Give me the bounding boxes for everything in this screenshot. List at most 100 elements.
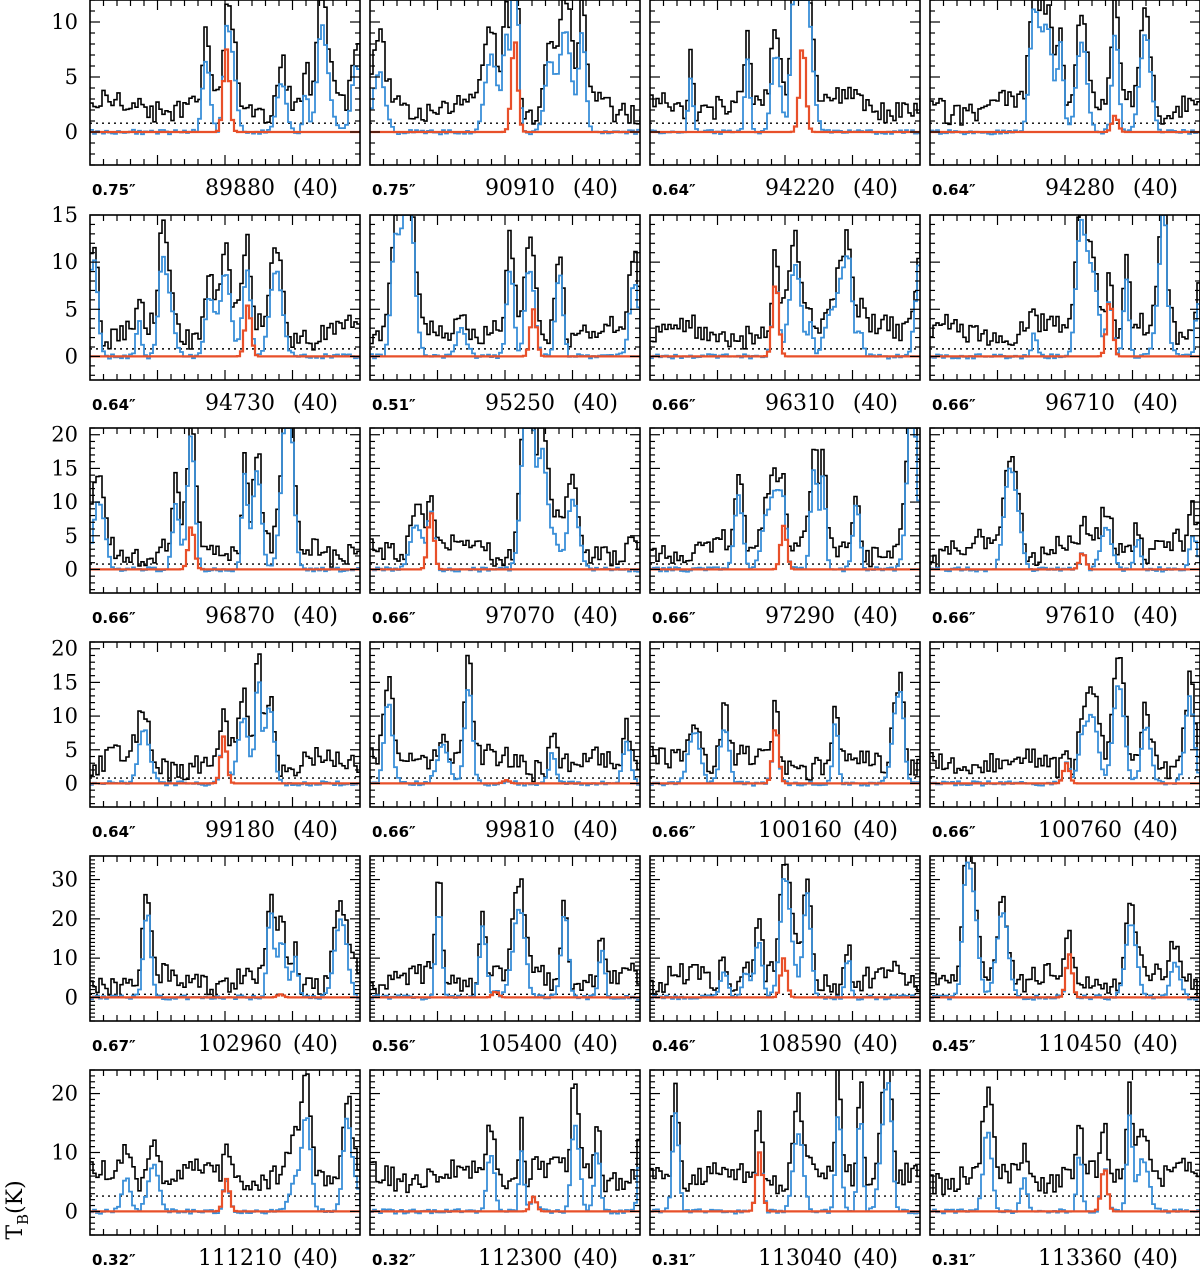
panel-traces bbox=[650, 229, 920, 360]
observed-spectrum-trace bbox=[370, 428, 640, 567]
species-model-trace bbox=[650, 49, 920, 134]
panels-layer: 0 5 10 0.75″ 89880 (40) 0.75″ 90910 (40) 0.64″ 942… bbox=[51, 0, 1200, 1271]
species-model-trace bbox=[90, 1177, 360, 1213]
observed-spectrum-trace bbox=[370, 1083, 640, 1194]
observed-spectrum-trace bbox=[930, 215, 1200, 346]
panel-traces bbox=[90, 219, 360, 360]
y-tick-label: 30 bbox=[51, 868, 78, 892]
panel-traces bbox=[650, 863, 920, 1001]
beam-resolution-label: 0.64″ bbox=[932, 181, 976, 199]
panel-traces bbox=[370, 878, 640, 1001]
beam-resolution-label: 0.32″ bbox=[92, 1251, 136, 1269]
beam-resolution-label: 0.66″ bbox=[932, 396, 976, 414]
beam-resolution-label: 0.31″ bbox=[932, 1251, 976, 1269]
species-model-trace bbox=[370, 990, 640, 999]
panel-traces bbox=[650, 671, 920, 787]
panel-traces bbox=[370, 1083, 640, 1215]
transition-index-label: (40) bbox=[293, 1032, 338, 1057]
y-tick-label: 15 bbox=[51, 456, 78, 480]
species-model-trace bbox=[90, 304, 360, 358]
spectrum-panel: 0.46″ 108590 (40) bbox=[649, 855, 921, 1057]
panel-traces bbox=[650, 0, 920, 135]
transition-index-label: (40) bbox=[1133, 818, 1178, 843]
full-model-trace bbox=[370, 689, 640, 787]
species-model-trace bbox=[930, 552, 1200, 571]
observed-spectrum-trace bbox=[90, 428, 360, 568]
y-tick-label: 0 bbox=[65, 557, 78, 581]
frequency-label: 99180 bbox=[205, 818, 275, 843]
beam-resolution-label: 0.46″ bbox=[652, 1037, 696, 1055]
full-model-trace bbox=[650, 878, 920, 1001]
panel-traces bbox=[930, 1081, 1200, 1215]
species-model-trace bbox=[370, 41, 640, 134]
observed-spectrum-trace bbox=[650, 0, 920, 124]
frequency-label: 97070 bbox=[485, 604, 555, 629]
frequency-label: 95250 bbox=[485, 391, 555, 416]
species-model-trace bbox=[370, 1195, 640, 1213]
species-model-trace bbox=[90, 48, 360, 134]
panel-traces bbox=[650, 1070, 920, 1215]
panel-traces bbox=[930, 456, 1200, 573]
spectrum-panel: 0.66″ 97610 (40) bbox=[929, 427, 1200, 629]
panel-traces bbox=[370, 215, 640, 360]
species-model-trace bbox=[930, 1169, 1200, 1213]
panel-frame bbox=[89, 855, 361, 1022]
panel-traces bbox=[90, 653, 360, 787]
frequency-label: 100760 bbox=[1038, 818, 1122, 843]
spectrum-panel: 0.66″ 100160 (40) bbox=[649, 641, 921, 843]
beam-resolution-label: 0.75″ bbox=[372, 181, 416, 199]
frequency-label: 96710 bbox=[1045, 391, 1115, 416]
frequency-label: 102960 bbox=[198, 1032, 282, 1057]
panel-traces bbox=[370, 0, 640, 136]
frequency-label: 96310 bbox=[765, 391, 835, 416]
panel-traces bbox=[930, 0, 1200, 136]
spectrum-panel: 0 5 10 15 20 0.66″ 96870 (40) bbox=[51, 423, 361, 629]
full-model-trace bbox=[90, 912, 360, 1001]
spectrum-panel: 0.32″ 112300 (40) bbox=[369, 1069, 641, 1271]
transition-index-label: (40) bbox=[573, 391, 618, 416]
full-model-trace bbox=[90, 1117, 360, 1215]
full-model-trace bbox=[370, 1124, 640, 1215]
frequency-label: 113040 bbox=[758, 1246, 842, 1271]
frequency-label: 99810 bbox=[485, 818, 555, 843]
observed-spectrum-trace bbox=[930, 456, 1200, 569]
full-model-trace bbox=[930, 1114, 1200, 1215]
species-model-trace bbox=[650, 1151, 920, 1213]
panel-traces bbox=[90, 893, 360, 1001]
observed-spectrum-trace bbox=[90, 219, 360, 351]
species-model-trace bbox=[90, 735, 360, 785]
beam-resolution-label: 0.66″ bbox=[932, 823, 976, 841]
y-tick-label: 20 bbox=[51, 423, 78, 447]
full-model-trace bbox=[90, 428, 360, 573]
spectrum-panel: 0.66″ 99810 (40) bbox=[369, 641, 641, 843]
frequency-label: 89880 bbox=[205, 176, 275, 201]
species-model-trace bbox=[930, 953, 1200, 999]
observed-spectrum-trace bbox=[930, 1081, 1200, 1196]
panel-traces bbox=[930, 856, 1200, 1001]
y-tick-label: 20 bbox=[51, 1082, 78, 1106]
y-tick-label: 10 bbox=[51, 250, 78, 274]
y-tick-label: 5 bbox=[65, 738, 78, 762]
beam-resolution-label: 0.67″ bbox=[92, 1037, 136, 1055]
transition-index-label: (40) bbox=[853, 176, 898, 201]
transition-index-label: (40) bbox=[1133, 604, 1178, 629]
frequency-label: 105400 bbox=[478, 1032, 562, 1057]
panel-traces bbox=[90, 428, 360, 573]
transition-index-label: (40) bbox=[1133, 176, 1178, 201]
frequency-label: 90910 bbox=[485, 176, 555, 201]
observed-spectrum-trace bbox=[370, 0, 640, 125]
beam-resolution-label: 0.56″ bbox=[372, 1037, 416, 1055]
observed-spectrum-trace bbox=[650, 671, 920, 781]
species-model-trace bbox=[930, 762, 1200, 785]
observed-spectrum-trace bbox=[370, 878, 640, 998]
transition-index-label: (40) bbox=[853, 1032, 898, 1057]
y-tick-label: 0 bbox=[65, 985, 78, 1009]
panel-traces bbox=[90, 1073, 360, 1215]
y-tick-label: 10 bbox=[51, 10, 78, 34]
frequency-label: 96870 bbox=[205, 604, 275, 629]
frequency-label: 100160 bbox=[758, 818, 842, 843]
spectrum-panel: 0 5 10 15 20 0.64″ 99180 (40) bbox=[51, 637, 361, 843]
beam-resolution-label: 0.66″ bbox=[372, 823, 416, 841]
full-model-trace bbox=[370, 908, 640, 1001]
observed-spectrum-trace bbox=[930, 657, 1200, 780]
